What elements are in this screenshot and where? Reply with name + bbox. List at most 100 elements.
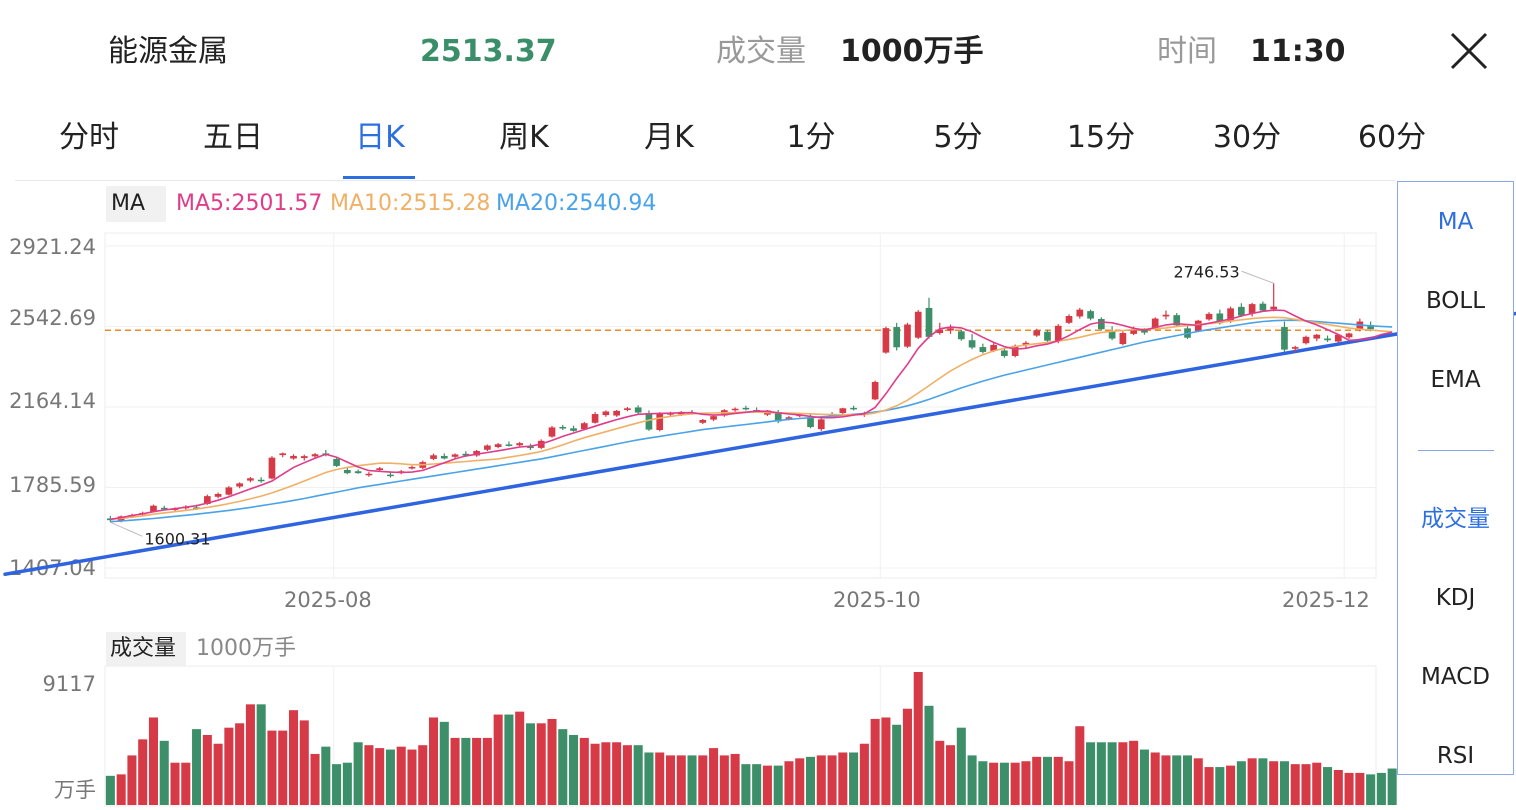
low-annotation-leader <box>110 521 143 537</box>
candle-body <box>850 407 857 410</box>
candle-body <box>193 507 200 510</box>
y-tick-label: 2164.14 <box>9 389 96 413</box>
candle-body <box>1238 306 1245 316</box>
volume-panel-frame <box>104 665 1377 807</box>
volume-bar <box>321 746 331 805</box>
volume-bar <box>515 711 525 805</box>
volume-bar <box>278 730 288 805</box>
candle-body <box>742 407 750 410</box>
volume-bar <box>719 755 729 805</box>
close-button[interactable] <box>1440 24 1500 80</box>
volume-bar <box>364 745 374 805</box>
indicator-macd[interactable]: MACD <box>1421 664 1490 690</box>
volume-bar <box>148 717 158 805</box>
volume-bar <box>525 723 535 805</box>
volume-bar <box>1387 768 1397 805</box>
candle-body <box>1076 309 1084 317</box>
volume-label: 成交量 <box>716 34 806 69</box>
volume-bar <box>870 718 880 805</box>
volume-bar <box>956 727 966 805</box>
volume-bar <box>267 730 277 805</box>
volume-bar <box>1333 769 1343 805</box>
candle-body <box>591 414 599 423</box>
volume-bar <box>105 775 115 805</box>
candle-body <box>570 428 577 431</box>
tab-60min[interactable]: 60分 <box>1357 120 1427 155</box>
volume-max-label: 9117 <box>42 672 96 696</box>
volume-bar <box>558 729 568 805</box>
volume-bar <box>472 737 482 805</box>
tab-monthly-k[interactable]: 月K <box>644 120 694 155</box>
tab-fenshi[interactable]: 分时 <box>59 120 119 155</box>
volume-bar <box>1323 767 1333 805</box>
indicator-boll[interactable]: BOLL <box>1425 288 1486 314</box>
candle-body <box>893 327 901 348</box>
candle-body <box>548 427 556 437</box>
volume-bar <box>353 742 363 805</box>
volume-bar <box>741 764 751 805</box>
candle-body <box>1108 331 1116 339</box>
volume-bar <box>299 720 309 805</box>
volume-bar <box>1053 756 1063 805</box>
candle-body <box>257 479 265 482</box>
y-tick-label: 1785.59 <box>9 473 96 497</box>
volume-bar <box>1021 761 1031 805</box>
indicator-ma[interactable]: MA <box>1437 209 1474 235</box>
volume-bar <box>213 743 223 805</box>
volume-bar <box>159 740 169 805</box>
volume-bar <box>418 745 428 805</box>
candle-body <box>1302 336 1310 344</box>
tab-daily-k[interactable]: 日K <box>355 120 405 155</box>
volume-bar <box>1086 742 1096 805</box>
y-tick-label: 2542.69 <box>9 306 96 330</box>
tab-1min[interactable]: 1分 <box>786 120 836 155</box>
candle-body <box>462 453 470 456</box>
volume-bar <box>256 704 266 805</box>
candle-body <box>290 455 297 459</box>
volume-title-box <box>106 632 186 666</box>
tab-weekly-k[interactable]: 周K <box>499 120 549 155</box>
tab-30min[interactable]: 30分 <box>1212 120 1282 155</box>
ma5-line <box>110 309 1393 521</box>
volume-bar <box>569 734 579 805</box>
volume-bar <box>687 755 697 805</box>
candle-body <box>957 331 965 340</box>
volume-bar <box>1258 758 1268 805</box>
close-icon <box>1450 32 1488 70</box>
candle-body <box>904 324 911 347</box>
candle-body <box>968 340 976 348</box>
candle-body <box>1054 325 1062 342</box>
volume-bar <box>1129 740 1139 805</box>
indicator-ema[interactable]: EMA <box>1430 367 1481 393</box>
tab-5min[interactable]: 5分 <box>933 120 983 155</box>
volume-bar <box>310 753 320 805</box>
candle-body <box>236 483 243 487</box>
volume-bar <box>375 748 385 805</box>
candle-body <box>1367 324 1374 330</box>
candle-body <box>645 412 653 430</box>
volume-bar <box>1150 752 1160 805</box>
indicator-rsi[interactable]: RSI <box>1436 743 1475 769</box>
candle-body <box>1248 304 1256 314</box>
sector-name: 能源金属 <box>108 34 228 69</box>
volume-bar <box>752 764 762 805</box>
tab-five-day[interactable]: 五日 <box>203 120 263 155</box>
tab-15min[interactable]: 15分 <box>1066 120 1136 155</box>
volume-bar <box>1366 774 1376 805</box>
volume-bar <box>493 714 503 805</box>
candle-body <box>225 487 233 495</box>
volume-bar <box>946 745 956 805</box>
legend-label-box <box>106 186 166 222</box>
high-annotation-leader <box>1241 270 1274 284</box>
volume-bar <box>170 762 180 805</box>
candle-body <box>1119 333 1127 345</box>
top-bar: 能源金属 2513.37 成交量 1000万手 时间 11:30 <box>0 0 1516 100</box>
candle-body <box>559 427 567 429</box>
candle-body <box>1259 303 1267 311</box>
candle-body <box>1270 306 1278 310</box>
volume-bar <box>1032 756 1042 805</box>
candle-body <box>1281 327 1288 350</box>
indicator-volume[interactable]: 成交量 <box>1421 506 1490 532</box>
indicator-kdj[interactable]: KDJ <box>1435 585 1476 611</box>
